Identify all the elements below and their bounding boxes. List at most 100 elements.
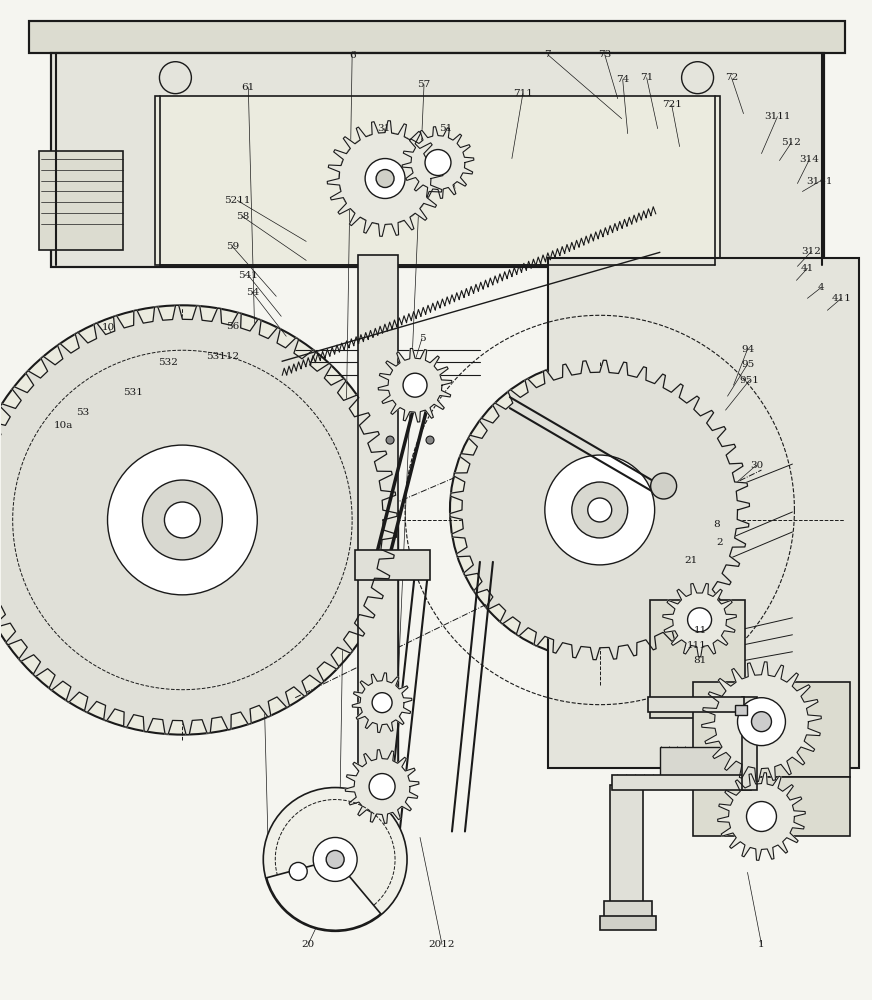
Circle shape xyxy=(746,802,776,831)
Text: 59: 59 xyxy=(226,242,239,251)
Bar xyxy=(650,600,745,718)
Text: 2: 2 xyxy=(716,538,723,547)
Text: 31: 31 xyxy=(378,124,391,133)
Circle shape xyxy=(752,712,772,732)
Circle shape xyxy=(165,502,201,538)
Text: 73: 73 xyxy=(598,50,611,59)
Text: 6: 6 xyxy=(349,51,356,60)
Circle shape xyxy=(0,305,397,735)
Circle shape xyxy=(372,693,392,713)
Wedge shape xyxy=(267,859,381,930)
Circle shape xyxy=(688,608,712,632)
Bar xyxy=(734,705,746,715)
Text: 57: 57 xyxy=(418,80,431,89)
Bar xyxy=(358,255,398,770)
Text: 541: 541 xyxy=(238,271,258,280)
Text: 1: 1 xyxy=(758,940,765,949)
Polygon shape xyxy=(718,773,806,860)
Text: 56: 56 xyxy=(226,322,239,331)
Bar xyxy=(548,258,859,768)
Text: 81: 81 xyxy=(693,656,706,665)
Circle shape xyxy=(142,480,222,560)
Text: 3111: 3111 xyxy=(764,112,791,121)
Circle shape xyxy=(376,170,394,187)
Circle shape xyxy=(572,482,628,538)
Text: 21: 21 xyxy=(684,556,698,565)
Polygon shape xyxy=(450,360,749,660)
Text: 72: 72 xyxy=(725,73,739,82)
Text: 532: 532 xyxy=(159,358,179,367)
Text: 20: 20 xyxy=(302,940,315,949)
Polygon shape xyxy=(327,121,443,236)
Text: 8: 8 xyxy=(713,520,720,529)
Bar xyxy=(612,775,752,790)
Bar xyxy=(155,96,719,265)
Text: 53112: 53112 xyxy=(206,352,239,361)
Text: 111: 111 xyxy=(686,641,706,650)
Text: 531: 531 xyxy=(124,388,143,397)
Bar xyxy=(610,785,643,902)
Bar xyxy=(648,697,744,712)
Text: 312: 312 xyxy=(801,247,821,256)
Bar xyxy=(600,916,656,930)
Circle shape xyxy=(403,373,427,397)
Text: 10: 10 xyxy=(102,323,115,332)
Text: 95: 95 xyxy=(741,360,754,369)
Polygon shape xyxy=(663,583,737,657)
Circle shape xyxy=(339,133,431,224)
Polygon shape xyxy=(0,305,397,735)
Circle shape xyxy=(738,698,786,746)
Text: 512: 512 xyxy=(781,138,801,147)
Circle shape xyxy=(326,850,344,868)
Text: 411: 411 xyxy=(831,294,851,303)
Text: 314: 314 xyxy=(800,155,820,164)
Text: 711: 711 xyxy=(513,89,533,98)
Text: 30: 30 xyxy=(750,461,763,470)
Polygon shape xyxy=(352,673,412,733)
Text: 721: 721 xyxy=(662,100,682,109)
Circle shape xyxy=(313,837,358,881)
Circle shape xyxy=(425,150,451,176)
Circle shape xyxy=(107,445,257,595)
Text: 61: 61 xyxy=(242,83,255,92)
Bar xyxy=(355,550,430,580)
Text: 2012: 2012 xyxy=(429,940,455,949)
Text: 5: 5 xyxy=(419,334,426,343)
Polygon shape xyxy=(345,750,419,823)
Text: 74: 74 xyxy=(617,75,630,84)
Text: 54: 54 xyxy=(246,288,259,297)
Circle shape xyxy=(386,436,394,444)
Text: 53: 53 xyxy=(76,408,89,417)
Circle shape xyxy=(369,774,395,800)
Bar xyxy=(51,53,824,267)
Circle shape xyxy=(588,498,612,522)
Text: 51: 51 xyxy=(439,124,453,133)
Text: 94: 94 xyxy=(741,345,754,354)
Circle shape xyxy=(545,455,655,565)
Bar xyxy=(692,682,850,777)
Bar xyxy=(51,53,824,267)
Text: 41: 41 xyxy=(800,264,814,273)
Bar xyxy=(38,151,124,250)
Text: 58: 58 xyxy=(235,212,249,221)
Circle shape xyxy=(263,788,407,931)
Text: 10a: 10a xyxy=(54,421,73,430)
Text: 951: 951 xyxy=(739,376,760,385)
Circle shape xyxy=(365,159,405,198)
Text: 11: 11 xyxy=(694,626,707,635)
Polygon shape xyxy=(702,662,821,781)
Bar xyxy=(603,901,651,917)
Polygon shape xyxy=(402,127,473,198)
Circle shape xyxy=(651,473,677,499)
Text: 5211: 5211 xyxy=(224,196,250,205)
Bar xyxy=(741,697,758,790)
Text: 71: 71 xyxy=(640,73,653,82)
Circle shape xyxy=(450,360,750,660)
Circle shape xyxy=(426,436,434,444)
Polygon shape xyxy=(378,348,452,422)
Text: 7: 7 xyxy=(544,50,551,59)
Bar xyxy=(29,21,845,53)
Bar xyxy=(692,777,850,836)
Bar xyxy=(659,747,752,787)
Text: 4: 4 xyxy=(818,283,825,292)
